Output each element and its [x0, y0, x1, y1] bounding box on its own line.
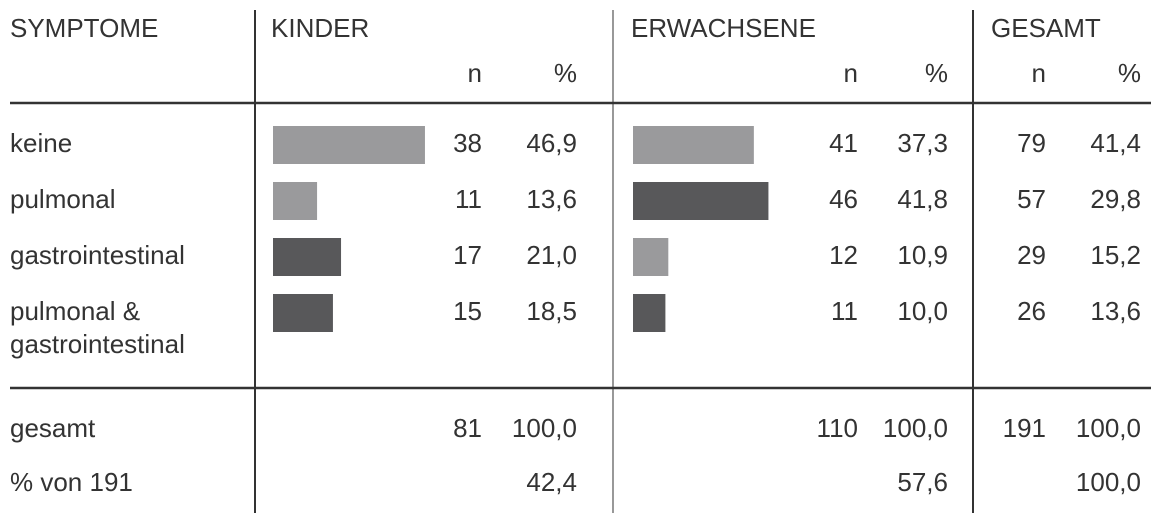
percent-bar	[633, 294, 666, 332]
count: 57	[1017, 184, 1046, 214]
count: 12	[829, 240, 858, 270]
sub-header: n	[844, 58, 858, 88]
percent: 100,0	[883, 413, 948, 443]
sub-header: n	[468, 58, 482, 88]
percent: 13,6	[526, 184, 577, 214]
row-label: pulmonal	[10, 184, 116, 214]
percent: 41,8	[897, 184, 948, 214]
percent: 100,0	[1076, 413, 1141, 443]
row-label: gastrointestinal	[10, 240, 185, 270]
header-label: SYMPTOME	[10, 13, 158, 43]
percent-bar	[633, 182, 769, 220]
percent-bar	[273, 126, 425, 164]
count: 15	[453, 296, 482, 326]
percent: 13,6	[1090, 296, 1141, 326]
percent: 29,8	[1090, 184, 1141, 214]
row-label: gesamt	[10, 413, 96, 443]
count: 11	[831, 296, 858, 326]
count: 29	[1017, 240, 1046, 270]
percent: 41,4	[1090, 128, 1141, 158]
count: 41	[829, 128, 858, 158]
percent: 10,9	[897, 240, 948, 270]
row-label: % von 191	[10, 467, 133, 497]
count: 38	[453, 128, 482, 158]
group-header: GESAMT	[991, 13, 1101, 43]
count: 110	[817, 413, 858, 443]
sub-header: %	[554, 58, 577, 88]
count: 11	[455, 184, 482, 214]
percent: 57,6	[897, 467, 948, 497]
count: 26	[1017, 296, 1046, 326]
sub-header: n	[1032, 58, 1046, 88]
count: 46	[829, 184, 858, 214]
group-header: ERWACHSENE	[631, 13, 816, 43]
percent-bar	[273, 182, 318, 220]
percent-bar	[633, 126, 754, 164]
sub-header: %	[925, 58, 948, 88]
count: 17	[453, 240, 482, 270]
row-label: gastrointestinal	[10, 329, 185, 359]
sub-header: %	[1118, 58, 1141, 88]
percent: 42,4	[526, 467, 577, 497]
count: 79	[1017, 128, 1046, 158]
percent: 18,5	[526, 296, 577, 326]
percent-bar	[633, 238, 669, 276]
percent: 15,2	[1090, 240, 1141, 270]
row-label: pulmonal &	[10, 296, 140, 326]
percent-bar	[273, 294, 333, 332]
percent-bar	[273, 238, 342, 276]
percent: 100,0	[1076, 467, 1141, 497]
percent: 37,3	[897, 128, 948, 158]
percent: 21,0	[526, 240, 577, 270]
row-label: keine	[10, 128, 72, 158]
count: 81	[453, 413, 482, 443]
percent: 100,0	[512, 413, 577, 443]
count: 191	[1003, 413, 1046, 443]
percent: 10,0	[897, 296, 948, 326]
percent: 46,9	[526, 128, 577, 158]
group-header: KINDER	[271, 13, 369, 43]
